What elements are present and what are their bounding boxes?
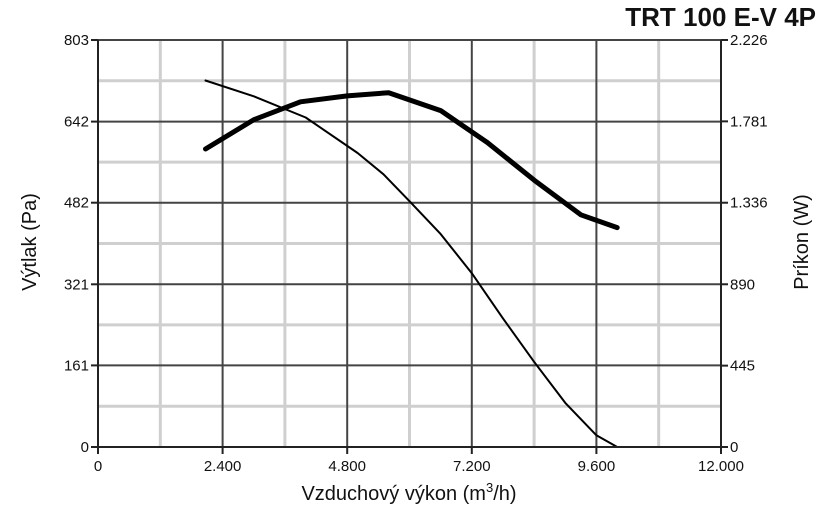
x-axis-label-main: Vzduchový výkon (m xyxy=(301,483,486,505)
x-axis-label-end: /h) xyxy=(493,483,516,505)
y2-tick-label: 2.226 xyxy=(730,32,768,49)
y2-tick-label: 1.336 xyxy=(730,195,768,212)
y2-tick-label: 0 xyxy=(730,439,738,456)
chart-title: TRT 100 E-V 4P xyxy=(625,2,816,32)
x-tick-label: 4.800 xyxy=(328,458,366,475)
x-tick-label: 12.000 xyxy=(698,458,744,475)
x-tick-label: 0 xyxy=(94,458,102,475)
x-axis-label: Vzduchový výkon (m3/h) xyxy=(301,480,516,505)
x-tick-label: 9.600 xyxy=(578,458,616,475)
y-tick-label: 161 xyxy=(64,357,89,374)
y-tick-label: 642 xyxy=(64,114,89,131)
y-axis-label: Výtlak (Pa) xyxy=(19,193,41,291)
y-tick-label: 321 xyxy=(64,276,89,293)
y-tick-label: 803 xyxy=(64,32,89,49)
y2-tick-label: 1.781 xyxy=(730,113,768,130)
y2-tick-label: 890 xyxy=(730,276,755,293)
series-layer xyxy=(203,79,620,448)
y2-axis-label: Príkon (W) xyxy=(791,194,813,290)
x-tick-label: 2.400 xyxy=(204,458,242,475)
y2-tick-label: 445 xyxy=(730,358,755,375)
power-curve xyxy=(203,90,620,231)
pressure-curve xyxy=(204,79,619,448)
tick-labels: 0 2.400 4.800 7.200 9.600 12.000 0 161 321 482 642… xyxy=(64,32,768,475)
x-tick-label: 7.200 xyxy=(453,458,491,475)
y-tick-label: 482 xyxy=(64,195,89,212)
axis-layer xyxy=(91,39,728,454)
y-tick-label: 0 xyxy=(81,439,89,456)
x-axis-label-superscript: 3 xyxy=(486,480,493,495)
